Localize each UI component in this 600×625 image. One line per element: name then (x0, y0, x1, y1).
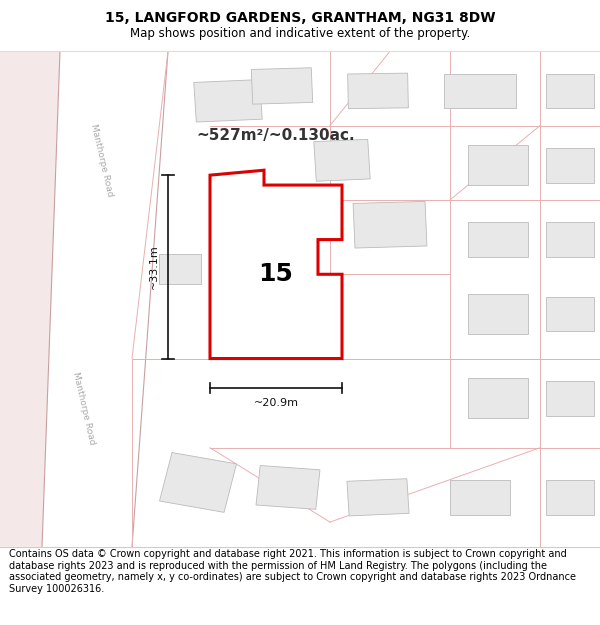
Polygon shape (468, 378, 528, 418)
Polygon shape (347, 479, 409, 516)
Polygon shape (546, 148, 594, 182)
Text: ~527m²/~0.130ac.: ~527m²/~0.130ac. (197, 128, 355, 143)
Polygon shape (210, 170, 342, 359)
Polygon shape (194, 79, 262, 122)
Polygon shape (160, 452, 236, 512)
Text: 15: 15 (259, 262, 293, 286)
Polygon shape (314, 139, 370, 181)
Polygon shape (468, 146, 528, 185)
Polygon shape (42, 51, 168, 547)
Polygon shape (256, 466, 320, 509)
Polygon shape (546, 74, 594, 108)
Polygon shape (468, 294, 528, 334)
Polygon shape (159, 254, 201, 284)
Text: ~20.9m: ~20.9m (254, 398, 299, 408)
Polygon shape (347, 73, 409, 109)
Polygon shape (546, 222, 594, 257)
Polygon shape (0, 51, 90, 547)
Text: 15, LANGFORD GARDENS, GRANTHAM, NG31 8DW: 15, LANGFORD GARDENS, GRANTHAM, NG31 8DW (105, 11, 495, 25)
Polygon shape (546, 480, 594, 514)
Polygon shape (251, 68, 313, 104)
Polygon shape (450, 480, 510, 514)
Polygon shape (546, 297, 594, 331)
Text: Manthorpe Road: Manthorpe Road (89, 123, 115, 198)
Polygon shape (546, 381, 594, 416)
Polygon shape (468, 222, 528, 257)
Polygon shape (444, 74, 516, 108)
Polygon shape (353, 201, 427, 248)
Text: Manthorpe Road: Manthorpe Road (71, 371, 97, 446)
Text: Map shows position and indicative extent of the property.: Map shows position and indicative extent… (130, 27, 470, 40)
Text: ~33.1m: ~33.1m (149, 244, 159, 289)
Text: Contains OS data © Crown copyright and database right 2021. This information is : Contains OS data © Crown copyright and d… (9, 549, 576, 594)
